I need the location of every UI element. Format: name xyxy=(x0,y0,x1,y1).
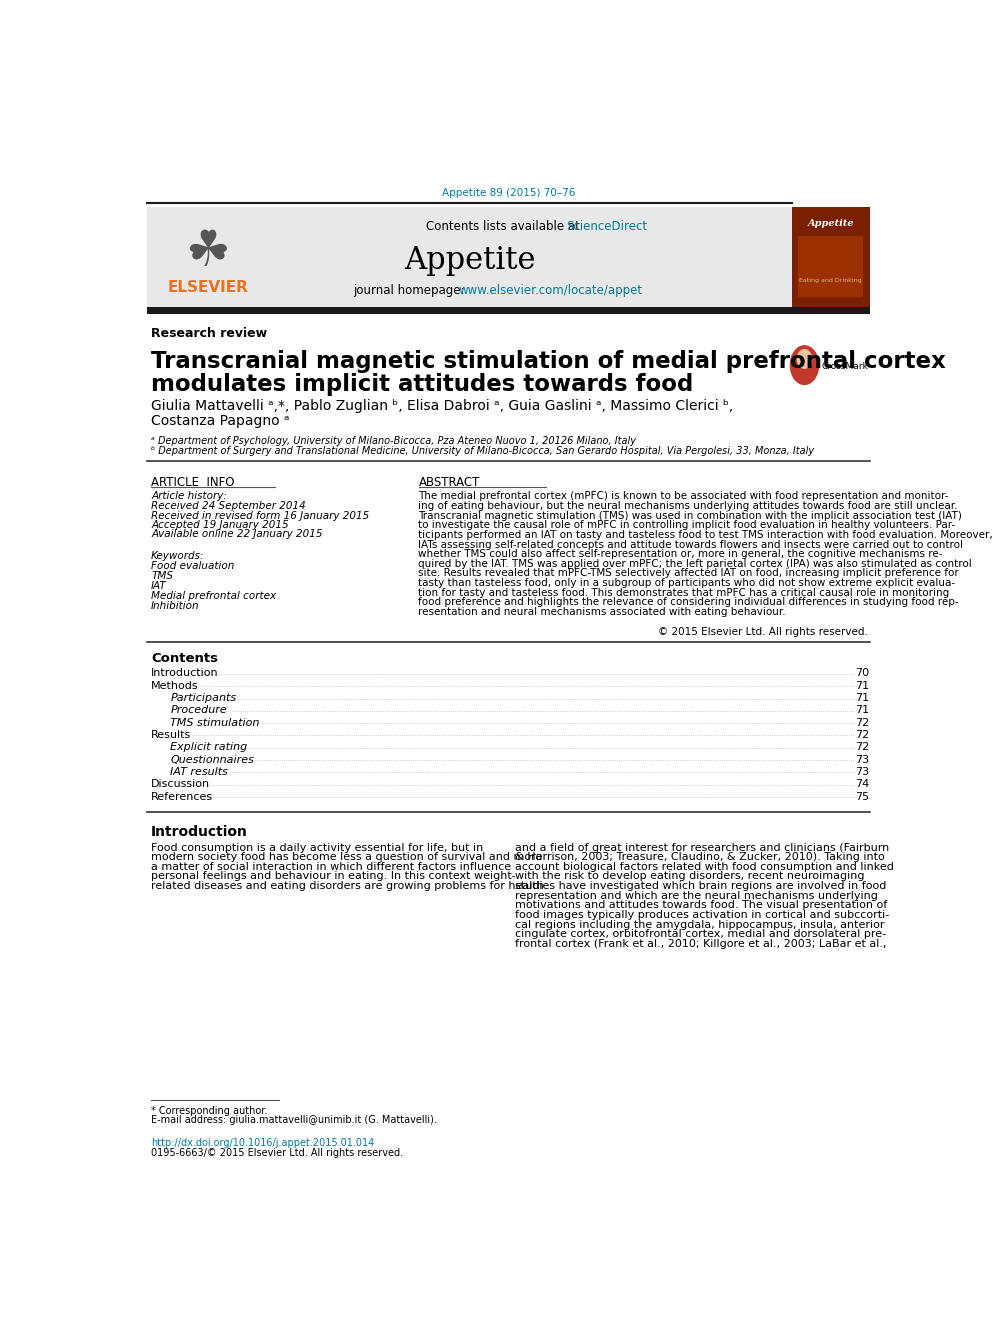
Text: food images typically produces activation in cortical and subccorti-: food images typically produces activatio… xyxy=(516,910,890,919)
Text: Transcranial magnetic stimulation of medial prefrontal cortex: Transcranial magnetic stimulation of med… xyxy=(151,349,946,373)
Text: ᵇ Department of Surgery and Translational Medicine, University of Milano-Bicocca: ᵇ Department of Surgery and Translationa… xyxy=(151,446,814,456)
Text: 71: 71 xyxy=(855,693,870,703)
Text: cal regions including the amygdala, hippocampus, insula, anterior: cal regions including the amygdala, hipp… xyxy=(516,919,885,930)
Text: a matter of social interaction in which different factors influence: a matter of social interaction in which … xyxy=(151,861,511,872)
Text: tion for tasty and tasteless food. This demonstrates that mPFC has a critical ca: tion for tasty and tasteless food. This … xyxy=(419,587,949,598)
Text: Received 24 September 2014: Received 24 September 2014 xyxy=(151,501,306,512)
Text: Appetite: Appetite xyxy=(404,245,536,277)
Text: Methods: Methods xyxy=(151,681,198,691)
Text: Keywords:: Keywords: xyxy=(151,552,204,561)
Text: Contents: Contents xyxy=(151,651,218,664)
Text: personal feelings and behaviour in eating. In this context weight-: personal feelings and behaviour in eatin… xyxy=(151,872,516,881)
Text: journal homepage:: journal homepage: xyxy=(353,284,472,298)
Text: Results: Results xyxy=(151,730,191,740)
Text: Eating and Drinking: Eating and Drinking xyxy=(800,278,862,283)
Text: cingulate cortex, orbitofrontal cortex, medial and dorsolateral pre-: cingulate cortex, orbitofrontal cortex, … xyxy=(516,929,887,939)
Text: Research review: Research review xyxy=(151,327,267,340)
Text: Article history:: Article history: xyxy=(151,491,227,501)
Bar xyxy=(799,235,863,298)
Text: 72: 72 xyxy=(855,730,870,740)
Text: related diseases and eating disorders are growing problems for health: related diseases and eating disorders ar… xyxy=(151,881,544,890)
Text: whether TMS could also affect self-representation or, more in general, the cogni: whether TMS could also affect self-repre… xyxy=(419,549,943,560)
Text: Appetite: Appetite xyxy=(807,218,854,228)
Text: References: References xyxy=(151,791,213,802)
Text: E-mail address: giulia.mattavelli@unimib.it (G. Mattavelli).: E-mail address: giulia.mattavelli@unimib… xyxy=(151,1115,437,1125)
Text: modern society food has become less a question of survival and more: modern society food has become less a qu… xyxy=(151,852,543,863)
Text: Transcranial magnetic stimulation (TMS) was used in combination with the implici: Transcranial magnetic stimulation (TMS) … xyxy=(419,511,962,521)
Text: IAT: IAT xyxy=(151,581,167,591)
Text: and a field of great interest for researchers and clinicians (Fairburn: and a field of great interest for resear… xyxy=(516,843,890,852)
Text: Procedure: Procedure xyxy=(171,705,227,716)
Text: resentation and neural mechanisms associated with eating behaviour.: resentation and neural mechanisms associ… xyxy=(419,607,786,617)
Text: with the risk to develop eating disorders, recent neuroimaging: with the risk to develop eating disorder… xyxy=(516,872,865,881)
Text: tasty than tasteless food, only in a subgroup of participants who did not show e: tasty than tasteless food, only in a sub… xyxy=(419,578,955,587)
Ellipse shape xyxy=(790,345,819,385)
Text: Explicit rating: Explicit rating xyxy=(171,742,248,753)
Text: ARTICLE  INFO: ARTICLE INFO xyxy=(151,476,235,490)
Text: food preference and highlights the relevance of considering individual differenc: food preference and highlights the relev… xyxy=(419,597,959,607)
Text: 72: 72 xyxy=(855,742,870,753)
Ellipse shape xyxy=(797,349,812,369)
Text: * Corresponding author.: * Corresponding author. xyxy=(151,1106,268,1115)
Text: quired by the IAT. TMS was applied over mPFC; the left parietal cortex (IPA) was: quired by the IAT. TMS was applied over … xyxy=(419,558,972,569)
Text: frontal cortex (Frank et al., 2010; Killgore et al., 2003; LaBar et al.,: frontal cortex (Frank et al., 2010; Kill… xyxy=(516,939,887,949)
Text: Contents lists available at: Contents lists available at xyxy=(427,221,587,233)
Text: http://dx.doi.org/10.1016/j.appet.2015.01.014: http://dx.doi.org/10.1016/j.appet.2015.0… xyxy=(151,1138,374,1148)
Text: www.elsevier.com/locate/appet: www.elsevier.com/locate/appet xyxy=(458,284,643,298)
Text: studies have investigated which brain regions are involved in food: studies have investigated which brain re… xyxy=(516,881,887,890)
Text: & Harrison, 2003; Treasure, Claudino, & Zucker, 2010). Taking into: & Harrison, 2003; Treasure, Claudino, & … xyxy=(516,852,885,863)
Text: representation and which are the neural mechanisms underlying: representation and which are the neural … xyxy=(516,890,878,901)
Text: 71: 71 xyxy=(855,705,870,716)
Text: Appetite 89 (2015) 70–76: Appetite 89 (2015) 70–76 xyxy=(441,188,575,198)
Text: modulates implicit attitudes towards food: modulates implicit attitudes towards foo… xyxy=(151,373,693,396)
Text: Available online 22 January 2015: Available online 22 January 2015 xyxy=(151,529,322,540)
Text: CrossMark: CrossMark xyxy=(821,363,868,372)
Text: site. Results revealed that mPFC-TMS selectively affected IAT on food, increasin: site. Results revealed that mPFC-TMS sel… xyxy=(419,569,959,578)
Text: Discussion: Discussion xyxy=(151,779,210,790)
Text: ticipants performed an IAT on tasty and tasteless food to test TMS interaction w: ticipants performed an IAT on tasty and … xyxy=(419,531,992,540)
Text: Received in revised form 16 January 2015: Received in revised form 16 January 2015 xyxy=(151,511,369,521)
Text: ELSEVIER: ELSEVIER xyxy=(168,280,248,295)
Text: Costanza Papagno ᵃ: Costanza Papagno ᵃ xyxy=(151,414,290,429)
Text: Introduction: Introduction xyxy=(151,824,248,839)
Text: ing of eating behaviour, but the neural mechanisms underlying attitudes towards : ing of eating behaviour, but the neural … xyxy=(419,501,958,511)
Text: Food evaluation: Food evaluation xyxy=(151,561,234,570)
Text: ABSTRACT: ABSTRACT xyxy=(419,476,480,490)
Text: 74: 74 xyxy=(855,779,870,790)
Text: account biological factors related with food consumption and linked: account biological factors related with … xyxy=(516,861,894,872)
Text: 75: 75 xyxy=(855,791,870,802)
Text: ScienceDirect: ScienceDirect xyxy=(566,221,648,233)
Text: IATs assessing self-related concepts and attitude towards flowers and insects we: IATs assessing self-related concepts and… xyxy=(419,540,963,549)
Text: TMS: TMS xyxy=(151,570,174,581)
Text: 73: 73 xyxy=(855,754,870,765)
Text: The medial prefrontal cortex (mPFC) is known to be associated with food represen: The medial prefrontal cortex (mPFC) is k… xyxy=(419,491,949,501)
Bar xyxy=(147,208,792,307)
Text: TMS stimulation: TMS stimulation xyxy=(171,718,260,728)
Text: 70: 70 xyxy=(855,668,870,679)
Text: ☘: ☘ xyxy=(186,228,230,277)
Text: Participants: Participants xyxy=(171,693,237,703)
Text: Introduction: Introduction xyxy=(151,668,219,679)
Text: Medial prefrontal cortex: Medial prefrontal cortex xyxy=(151,591,276,601)
Text: 71: 71 xyxy=(855,681,870,691)
Text: Inhibition: Inhibition xyxy=(151,601,199,611)
Text: ᵃ Department of Psychology, University of Milano-Bicocca, Pza Ateneo Nuovo 1, 20: ᵃ Department of Psychology, University o… xyxy=(151,437,636,446)
Text: Accepted 19 January 2015: Accepted 19 January 2015 xyxy=(151,520,289,531)
Text: 0195-6663/© 2015 Elsevier Ltd. All rights reserved.: 0195-6663/© 2015 Elsevier Ltd. All right… xyxy=(151,1148,404,1158)
Bar xyxy=(792,208,870,307)
Text: © 2015 Elsevier Ltd. All rights reserved.: © 2015 Elsevier Ltd. All rights reserved… xyxy=(658,627,868,636)
Text: 72: 72 xyxy=(855,718,870,728)
Text: IAT results: IAT results xyxy=(171,767,228,777)
Text: to investigate the causal role of mPFC in controlling implicit food evaluation i: to investigate the causal role of mPFC i… xyxy=(419,520,955,531)
Text: motivations and attitudes towards food. The visual presentation of: motivations and attitudes towards food. … xyxy=(516,900,888,910)
Text: 73: 73 xyxy=(855,767,870,777)
Text: Giulia Mattavelli ᵃ,*, Pablo Zuglian ᵇ, Elisa Dabroi ᵃ, Guia Gaslini ᵃ, Massimo : Giulia Mattavelli ᵃ,*, Pablo Zuglian ᵇ, … xyxy=(151,400,733,413)
Text: Questionnaires: Questionnaires xyxy=(171,754,254,765)
Text: Food consumption is a daily activity essential for life, but in: Food consumption is a daily activity ess… xyxy=(151,843,483,852)
Bar xyxy=(147,307,870,315)
